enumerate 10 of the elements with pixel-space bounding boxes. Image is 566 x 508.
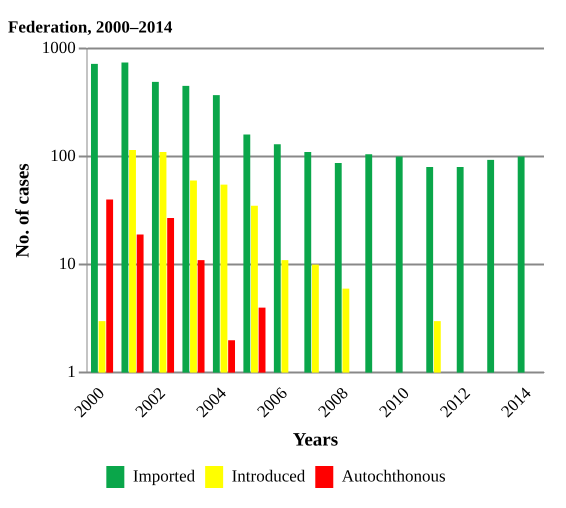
x-axis-title: Years <box>292 430 338 451</box>
y-tick-label: 1 <box>67 362 76 382</box>
chart-title: Federation, 2000–2014 <box>8 18 173 37</box>
y-tick-label: 100 <box>50 146 76 165</box>
legend-label: Introduced <box>232 466 306 486</box>
legend-label: Imported <box>132 466 196 486</box>
y-tick-label: 10 <box>58 254 76 274</box>
y-tick-label: 1000 <box>42 38 76 57</box>
y-axis-title: No. of cases <box>12 163 34 258</box>
legend-label: Autochthonous <box>342 466 446 486</box>
